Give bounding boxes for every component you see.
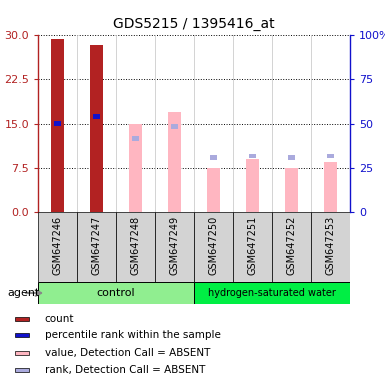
Bar (93, 114, 100, 119)
Bar (246, 159, 259, 212)
Bar (249, 154, 256, 158)
Text: GSM647250: GSM647250 (209, 215, 219, 275)
Text: percentile rank within the sample: percentile rank within the sample (45, 330, 221, 340)
Polygon shape (155, 212, 194, 282)
Bar (288, 156, 295, 160)
Polygon shape (194, 212, 233, 282)
Bar (15, 333, 29, 337)
Text: GSM647247: GSM647247 (92, 215, 102, 275)
Polygon shape (311, 212, 350, 282)
Bar (207, 168, 220, 212)
Text: GSM647248: GSM647248 (131, 215, 141, 275)
Text: GSM647251: GSM647251 (248, 215, 258, 275)
Polygon shape (38, 212, 77, 282)
Polygon shape (77, 212, 116, 282)
Bar (15, 317, 29, 321)
Bar (327, 154, 334, 158)
Text: GSM647249: GSM647249 (169, 215, 179, 275)
Text: GSM647253: GSM647253 (325, 215, 335, 275)
Bar (90, 45, 103, 212)
Bar (15, 368, 29, 372)
Bar (15, 351, 29, 355)
Text: GSM647252: GSM647252 (286, 215, 296, 275)
Text: value, Detection Call = ABSENT: value, Detection Call = ABSENT (45, 348, 210, 358)
Bar (194, 282, 350, 304)
Bar (210, 156, 217, 160)
Polygon shape (116, 212, 155, 282)
Bar (168, 112, 181, 212)
Bar (51, 39, 64, 212)
Bar (285, 168, 298, 212)
Bar (324, 162, 337, 212)
Bar (54, 121, 61, 126)
Text: agent: agent (8, 288, 40, 298)
Text: hydrogen-saturated water: hydrogen-saturated water (208, 288, 336, 298)
Polygon shape (233, 212, 272, 282)
Text: control: control (97, 288, 135, 298)
Polygon shape (272, 212, 311, 282)
Bar (132, 136, 139, 141)
Bar (171, 124, 178, 129)
Text: GSM647246: GSM647246 (52, 215, 62, 275)
Bar (38, 282, 194, 304)
Text: count: count (45, 314, 74, 324)
Bar (129, 124, 142, 212)
Text: rank, Detection Call = ABSENT: rank, Detection Call = ABSENT (45, 365, 205, 375)
Title: GDS5215 / 1395416_at: GDS5215 / 1395416_at (113, 17, 275, 31)
